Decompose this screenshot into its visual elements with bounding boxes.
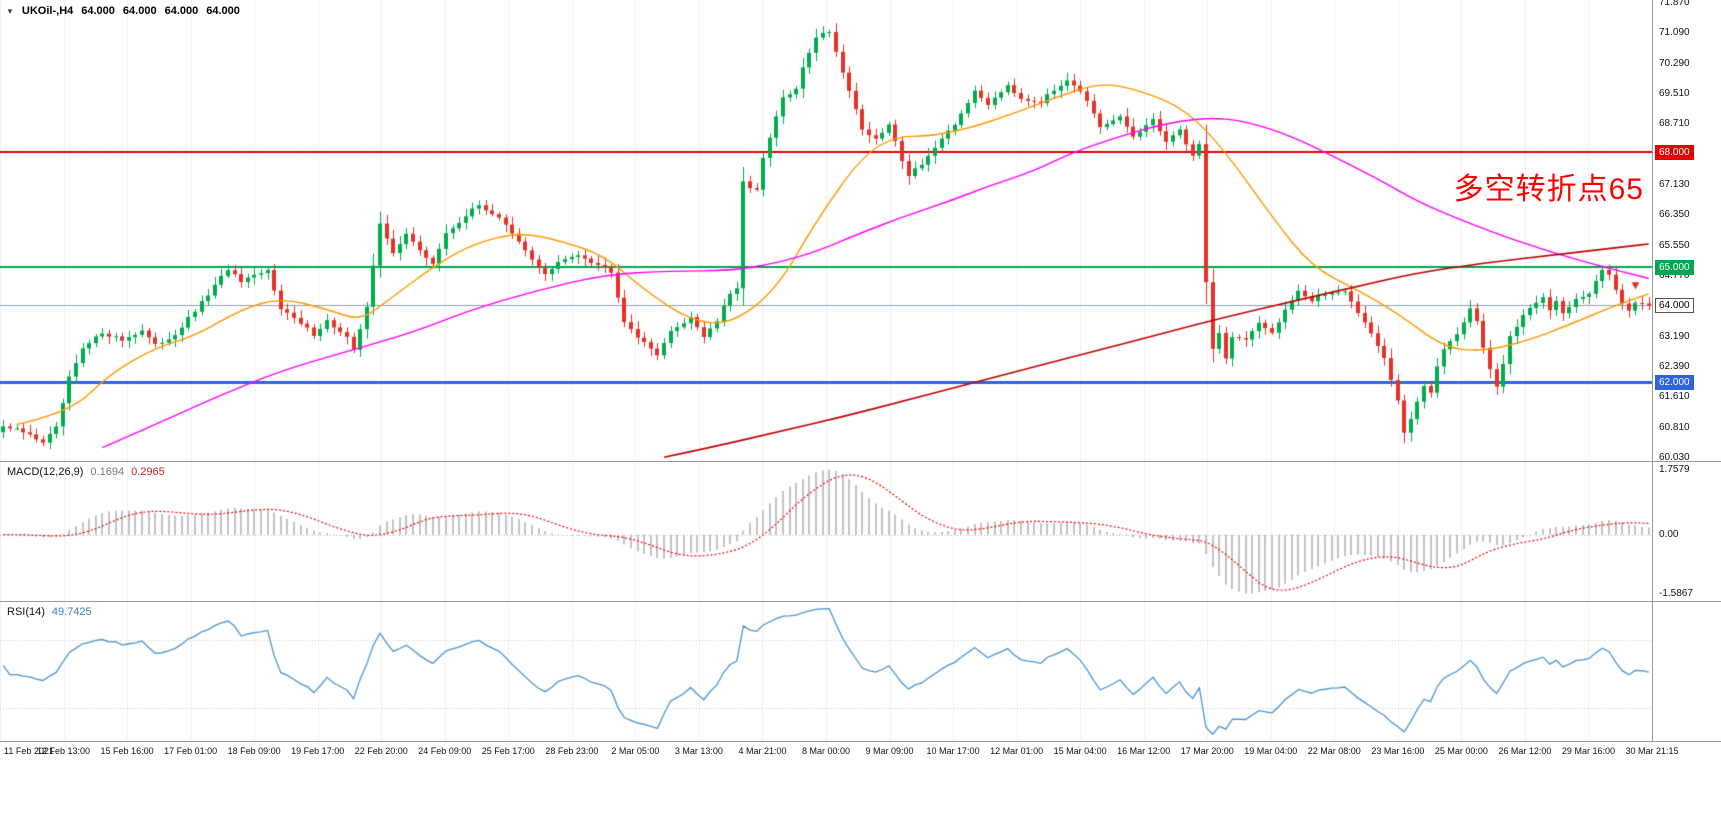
- ohlc-open-value: 64.000: [81, 5, 115, 17]
- time-axis-label: 12 Mar 01:00: [990, 746, 1044, 756]
- price-axis-label: 69.510: [1659, 87, 1690, 99]
- price-level-badge: 64.000: [1655, 298, 1694, 314]
- ohlc-low-value: 64.000: [164, 5, 199, 17]
- macd-axis-max-label: 1.7579: [1659, 464, 1690, 475]
- time-axis-label: 22 Feb 20:00: [354, 746, 408, 756]
- time-axis-label: 10 Mar 17:00: [926, 746, 980, 756]
- time-axis-label: 22 Mar 08:00: [1307, 746, 1361, 756]
- ohlc-close-value: 64.000: [206, 5, 240, 17]
- time-axis-label: 24 Feb 09:00: [418, 746, 472, 756]
- price-axis-label: 71.090: [1659, 27, 1690, 39]
- time-axis-label: 9 Mar 09:00: [865, 746, 914, 756]
- price-axis-label: 65.550: [1659, 239, 1690, 251]
- time-axis: 11 Feb 2021 12 Feb 13:00 15 Feb 16:00 17 Fe…: [0, 742, 1721, 764]
- price-level-badge: 62.000: [1655, 375, 1694, 391]
- time-axis-label: 4 Mar 21:00: [738, 746, 787, 756]
- macd-signal-value: 0.2965: [131, 466, 165, 478]
- panel-divider[interactable]: [0, 601, 1721, 602]
- time-axis-label: 26 Mar 12:00: [1498, 746, 1552, 756]
- price-level-badge: 68.000: [1655, 144, 1694, 160]
- price-axis-label: 62.390: [1659, 361, 1690, 373]
- price-axis-label: 60.030: [1659, 451, 1690, 463]
- time-axis-label: 11 Feb 2021: [4, 746, 54, 756]
- time-axis-label: 25 Mar 00:00: [1434, 746, 1488, 756]
- panel-divider[interactable]: [0, 461, 1721, 462]
- rsi-name: RSI(14): [7, 606, 45, 618]
- time-axis-label: 16 Mar 12:00: [1117, 746, 1171, 756]
- macd-label: MACD(12,26,9) 0.1694 0.2965: [7, 466, 165, 478]
- rsi-canvas[interactable]: [0, 602, 1652, 741]
- time-axis-label: 3 Mar 13:00: [674, 746, 723, 756]
- time-axis-label: 18 Feb 09:00: [227, 746, 281, 756]
- price-axis-label: 70.290: [1659, 57, 1690, 69]
- rsi-panel: RSI(14) 49.7425: [0, 602, 1652, 741]
- time-axis-label: 28 Feb 23:00: [545, 746, 599, 756]
- macd-main-value: 0.1694: [90, 466, 125, 478]
- time-axis-label: 30 Mar 21:15: [1625, 746, 1679, 756]
- time-axis-label: 23 Mar 16:00: [1371, 746, 1425, 756]
- price-axis-label: 71.870: [1659, 0, 1690, 9]
- macd-axis-min-label: -1.5867: [1659, 588, 1693, 599]
- macd-name: MACD(12,26,9): [7, 466, 84, 478]
- time-axis-label: 17 Mar 20:00: [1180, 746, 1234, 756]
- time-axis-label: 19 Feb 17:00: [291, 746, 345, 756]
- price-axis-label: 60.810: [1659, 421, 1690, 433]
- time-axis-label: 29 Mar 16:00: [1561, 746, 1615, 756]
- price-chart-canvas[interactable]: [0, 0, 1652, 461]
- price-chart-panel: ▼ UKOil-,H4 64.000 64.000 64.000 64.000 …: [0, 0, 1652, 461]
- rsi-value: 49.7425: [51, 606, 92, 618]
- price-axis-label: 63.190: [1659, 330, 1690, 342]
- time-axis-label: 15 Feb 16:00: [100, 746, 154, 756]
- price-axis-label: 67.130: [1659, 179, 1690, 191]
- macd-panel: MACD(12,26,9) 0.1694 0.2965: [0, 462, 1652, 601]
- time-axis-label: 2 Mar 05:00: [611, 746, 660, 756]
- macd-canvas[interactable]: [0, 462, 1652, 601]
- price-axis-label: 68.710: [1659, 118, 1690, 130]
- one-click-trading-toggle-icon[interactable]: ▼: [6, 6, 14, 16]
- chart-header: ▼ UKOil-,H4 64.000 64.000 64.000 64.000: [6, 5, 240, 17]
- chart-annotation-text: 多空转折点65: [1453, 173, 1644, 206]
- price-axis: 1.7579 0.00 -1.5867 71.870 71.090 70.290 69…: [1652, 0, 1721, 741]
- ohlc-high-value: 64.000: [122, 5, 157, 17]
- panel-divider[interactable]: [0, 741, 1721, 742]
- price-axis-label: 64.770: [1659, 269, 1690, 281]
- macd-axis-zero-label: 0.00: [1659, 528, 1679, 540]
- time-axis-label: 8 Mar 00:00: [801, 746, 851, 756]
- price-axis-label: 66.350: [1659, 209, 1690, 221]
- price-axis-label: 61.610: [1659, 391, 1690, 403]
- time-axis-label: 12 Feb 13:00: [37, 746, 91, 756]
- price-level-badge: 65.000: [1655, 259, 1694, 275]
- rsi-label: RSI(14) 49.7425: [7, 606, 92, 618]
- symbol-timeframe-label: UKOil-,H4: [21, 5, 74, 17]
- time-axis-label: 15 Mar 04:00: [1053, 746, 1107, 756]
- time-axis-label: 19 Mar 04:00: [1244, 746, 1298, 756]
- time-axis-label: 17 Feb 01:00: [164, 746, 218, 756]
- time-axis-label: 25 Feb 17:00: [481, 746, 535, 756]
